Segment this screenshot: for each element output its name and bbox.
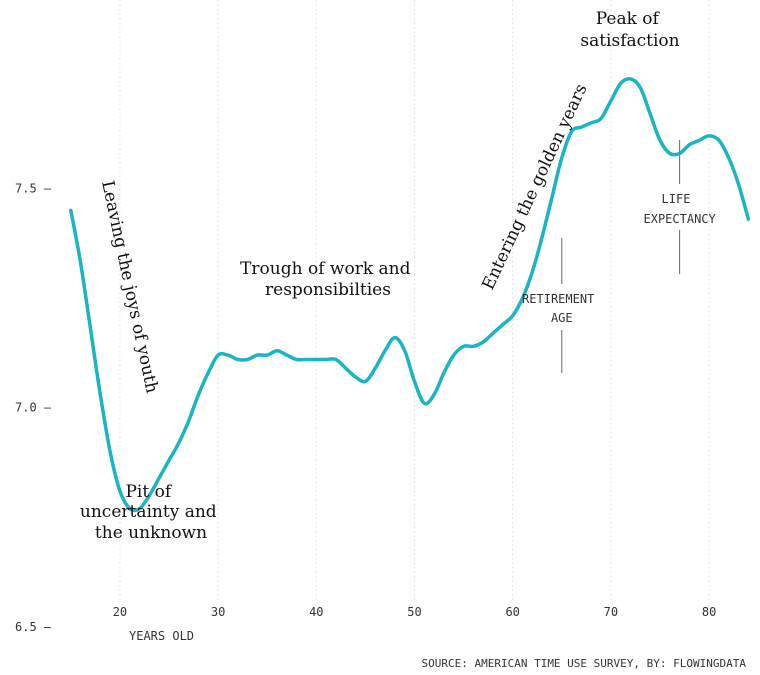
x-axis-title: YEARS OLD <box>129 629 194 643</box>
grid-layer <box>119 0 710 600</box>
annotation-peak-line-2: satisfaction <box>580 31 679 51</box>
source-note: SOURCE: AMERICAN TIME USE SURVEY, BY: FL… <box>421 657 746 670</box>
annotation-trough-line-1: Trough of work and <box>240 259 411 279</box>
annotation-trough: Trough of work and responsibilties <box>240 259 416 300</box>
x-tick-label-50: 50 <box>407 605 421 619</box>
marker-layer <box>561 140 681 373</box>
x-tick-label-20: 20 <box>113 605 127 619</box>
annotation-pit-line-3: the unknown <box>95 523 207 543</box>
annotation-leaving-youth: Leaving the joys of youth <box>97 179 162 395</box>
series-layer <box>69 76 751 513</box>
annotation-trough-line-2: responsibilties <box>265 280 391 300</box>
x-tick-label-70: 70 <box>604 605 618 619</box>
x-tick-label-40: 40 <box>309 605 323 619</box>
axis-layer: 20 30 40 50 60 70 80 6.5 — 7.0 — 7.5 — <box>15 182 716 634</box>
x-tick-label-60: 60 <box>505 605 519 619</box>
y-tick-label-7: 7.0 — <box>15 401 52 415</box>
annotation-life-expectancy: LIFE EXPECTANCY <box>644 192 717 226</box>
annotation-life-expectancy-line-1: LIFE <box>662 192 691 206</box>
annotation-retirement-line-1: RETIREMENT <box>522 292 594 306</box>
satisfaction-line <box>69 76 751 513</box>
annotation-peak: Peak of satisfaction <box>580 9 679 51</box>
annotation-retirement-line-2: AGE <box>551 311 573 325</box>
x-tick-label-30: 30 <box>211 605 225 619</box>
annotation-pit: Pit of uncertainty and the unknown <box>80 482 222 543</box>
x-tick-label-80: 80 <box>702 605 716 619</box>
y-tick-label-7-5: 7.5 — <box>15 182 52 196</box>
annotation-retirement: RETIREMENT AGE <box>522 292 601 325</box>
annotation-life-expectancy-line-2: EXPECTANCY <box>644 212 717 226</box>
annotation-pit-line-2: uncertainty and <box>80 502 217 522</box>
y-tick-label-6-5: 6.5 — <box>15 620 52 634</box>
annotation-pit-line-1: Pit of <box>125 482 172 502</box>
annotation-peak-line-1: Peak of <box>596 9 661 29</box>
